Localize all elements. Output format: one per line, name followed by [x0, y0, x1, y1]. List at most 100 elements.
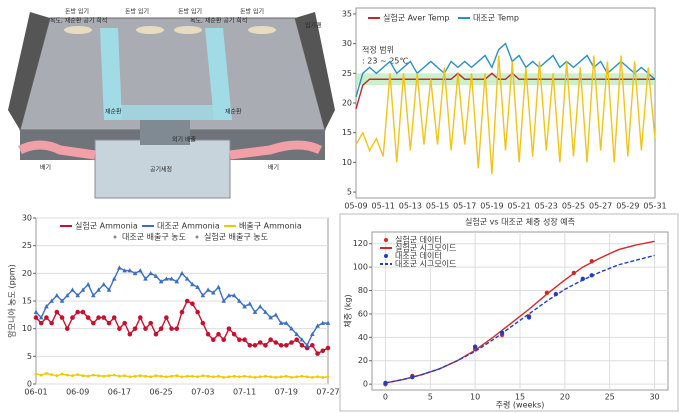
marker	[300, 374, 304, 378]
marker	[222, 375, 226, 379]
label: 돈방 입기	[125, 8, 149, 16]
marker	[184, 298, 190, 304]
scrubber-box	[94, 139, 231, 199]
label: 배기	[268, 164, 279, 172]
exhaust-duct	[229, 140, 323, 160]
annotation: : 23 ~ 25℃	[362, 57, 408, 66]
x-tick-label: 07-19	[275, 388, 298, 397]
x-tick-label: 05-29	[616, 202, 639, 211]
marker	[316, 375, 319, 379]
marker	[273, 312, 279, 317]
marker	[190, 281, 195, 287]
marker	[195, 284, 200, 289]
marker	[290, 375, 293, 379]
marker	[283, 342, 289, 348]
chart-title: 실험군 vs 대조군 체중 성장 예측	[465, 217, 575, 227]
marker	[85, 315, 91, 320]
marker	[196, 375, 200, 379]
marker	[164, 315, 169, 320]
marker	[185, 374, 189, 378]
data-point	[472, 344, 478, 349]
recirc-channel	[118, 105, 214, 120]
marker	[38, 320, 44, 326]
marker	[252, 309, 258, 314]
y-tick-label: 25	[342, 69, 352, 78]
marker	[148, 320, 154, 326]
marker	[263, 342, 268, 348]
marker	[132, 270, 138, 276]
marker	[299, 342, 305, 348]
x-tick-label: 07-03	[191, 388, 214, 397]
y-axis-label: 암모니아 농도 (ppm)	[7, 264, 17, 337]
marker	[38, 315, 44, 320]
marker	[278, 342, 284, 348]
marker	[85, 281, 91, 287]
marker	[80, 287, 86, 292]
x-tick-label: 05-25	[562, 202, 585, 211]
marker	[289, 326, 294, 331]
y-tick-label: 120	[353, 239, 368, 248]
x-tick-label: 07-11	[233, 388, 256, 397]
label: 복도, 재순환 공기 희석	[50, 17, 107, 25]
marker	[191, 374, 194, 378]
marker	[184, 276, 190, 281]
marker	[201, 374, 205, 378]
label: 배기	[40, 164, 51, 172]
x-tick-label: 06-17	[108, 388, 131, 397]
marker	[106, 320, 112, 326]
x-tick-label: 25	[605, 393, 615, 402]
marker	[226, 326, 232, 331]
marker	[273, 340, 279, 345]
marker	[127, 331, 133, 337]
fan	[248, 26, 276, 34]
marker	[257, 304, 263, 309]
marker	[159, 374, 163, 378]
marker	[304, 342, 310, 348]
marker	[226, 292, 232, 298]
marker	[269, 375, 273, 379]
marker	[45, 372, 48, 375]
y-tick-label: 20	[342, 99, 352, 108]
fan	[174, 26, 202, 34]
marker	[326, 375, 330, 379]
marker	[33, 315, 39, 320]
marker	[101, 315, 107, 320]
legend-swatch	[113, 235, 117, 239]
marker	[44, 304, 49, 309]
data-point	[526, 315, 532, 320]
marker	[96, 287, 101, 292]
marker	[247, 342, 253, 348]
marker	[278, 320, 284, 325]
marker	[59, 298, 65, 303]
marker	[49, 320, 54, 326]
marker	[227, 375, 231, 379]
marker	[154, 374, 158, 378]
side-wall	[8, 12, 50, 130]
label: 돈방 입기	[65, 8, 89, 16]
marker	[49, 298, 54, 303]
marker	[153, 331, 159, 337]
y-tick-label: 80	[358, 286, 368, 295]
marker	[231, 331, 237, 337]
label: 돈방 입기	[240, 8, 264, 16]
marker	[71, 374, 74, 378]
marker	[320, 348, 326, 354]
marker	[175, 374, 179, 378]
series-line	[355, 42, 656, 98]
legend-label: 실험군 시그모이드	[395, 243, 456, 253]
y-tick-label: 30	[342, 39, 352, 48]
marker	[75, 309, 81, 315]
x-tick-label: 0	[383, 393, 388, 402]
y-tick-label: 5	[27, 352, 32, 361]
marker	[210, 337, 216, 343]
marker	[221, 298, 227, 303]
marker	[127, 268, 133, 273]
marker	[164, 276, 169, 281]
marker	[243, 374, 246, 378]
marker	[200, 292, 206, 298]
marker	[190, 301, 195, 307]
y-tick-label: 30	[22, 214, 32, 223]
marker	[321, 375, 325, 379]
legend-swatch	[384, 238, 388, 242]
y-tick-label: 0	[363, 380, 368, 389]
